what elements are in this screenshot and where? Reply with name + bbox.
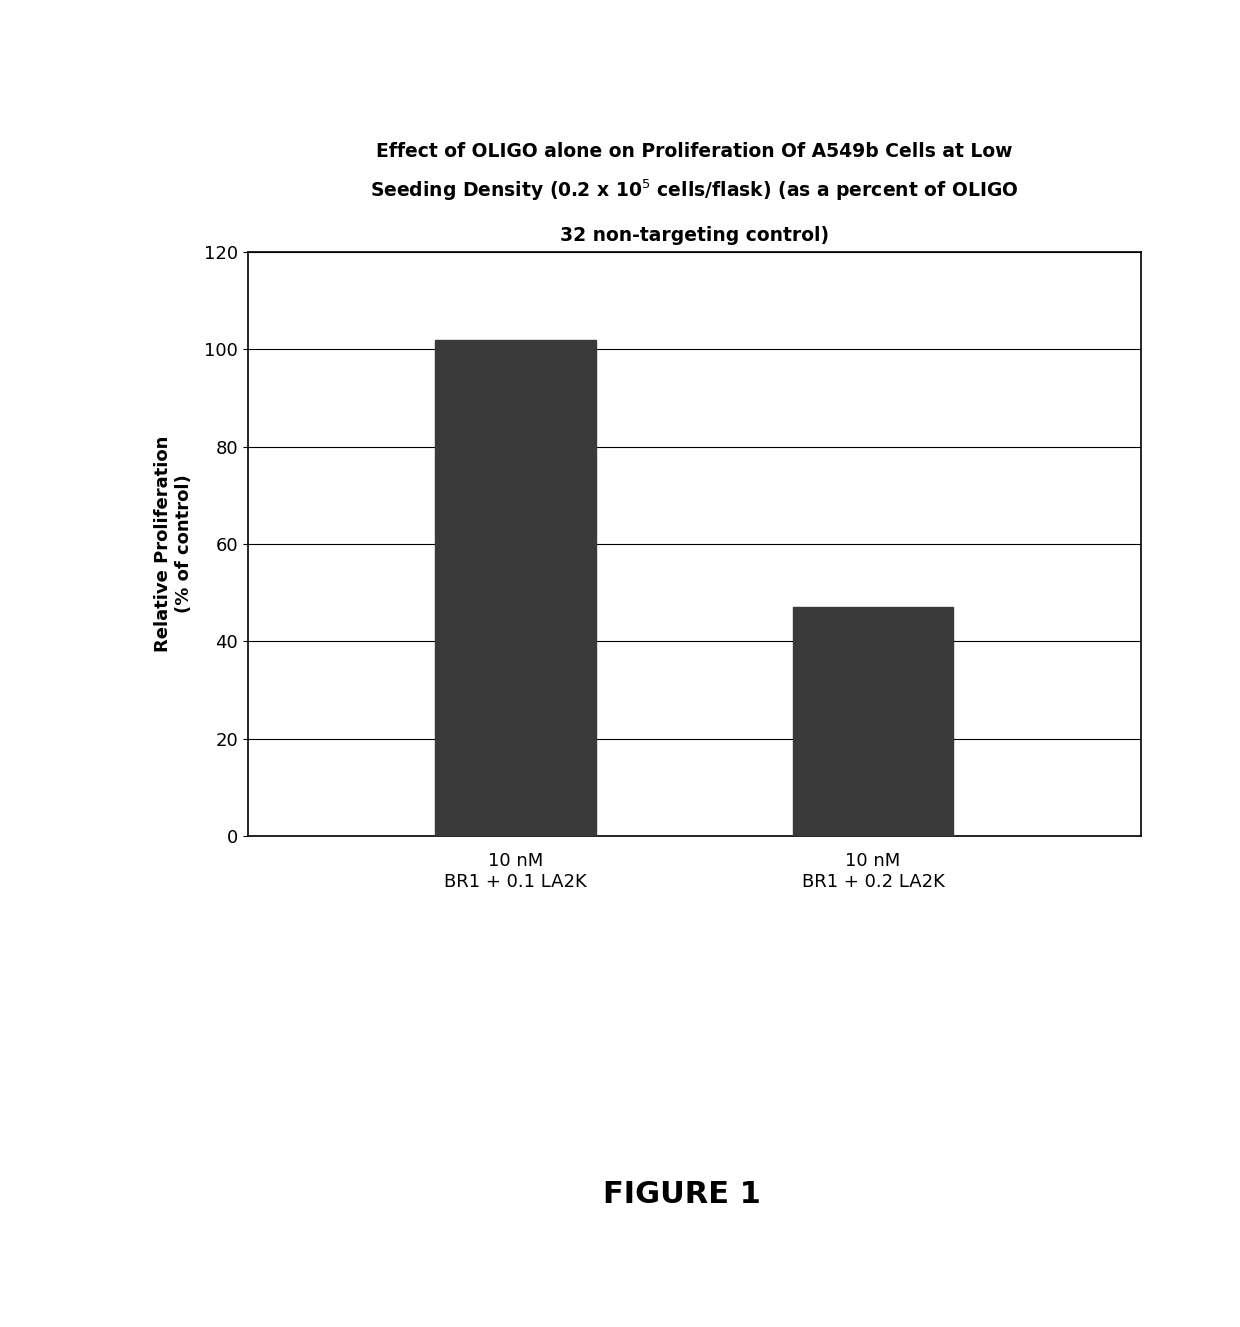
Text: Seeding Density (0.2 x 10$^{5}$ cells/flask) (as a percent of OLIGO: Seeding Density (0.2 x 10$^{5}$ cells/fl…: [371, 178, 1018, 203]
Text: Effect of OLIGO alone on Proliferation Of A549b Cells at Low: Effect of OLIGO alone on Proliferation O…: [376, 142, 1013, 161]
Bar: [435, 340, 596, 836]
Bar: [792, 608, 954, 836]
Text: FIGURE 1: FIGURE 1: [603, 1180, 761, 1209]
Y-axis label: Relative Proliferation
(% of control): Relative Proliferation (% of control): [154, 435, 193, 653]
Text: 32 non-targeting control): 32 non-targeting control): [559, 227, 830, 245]
